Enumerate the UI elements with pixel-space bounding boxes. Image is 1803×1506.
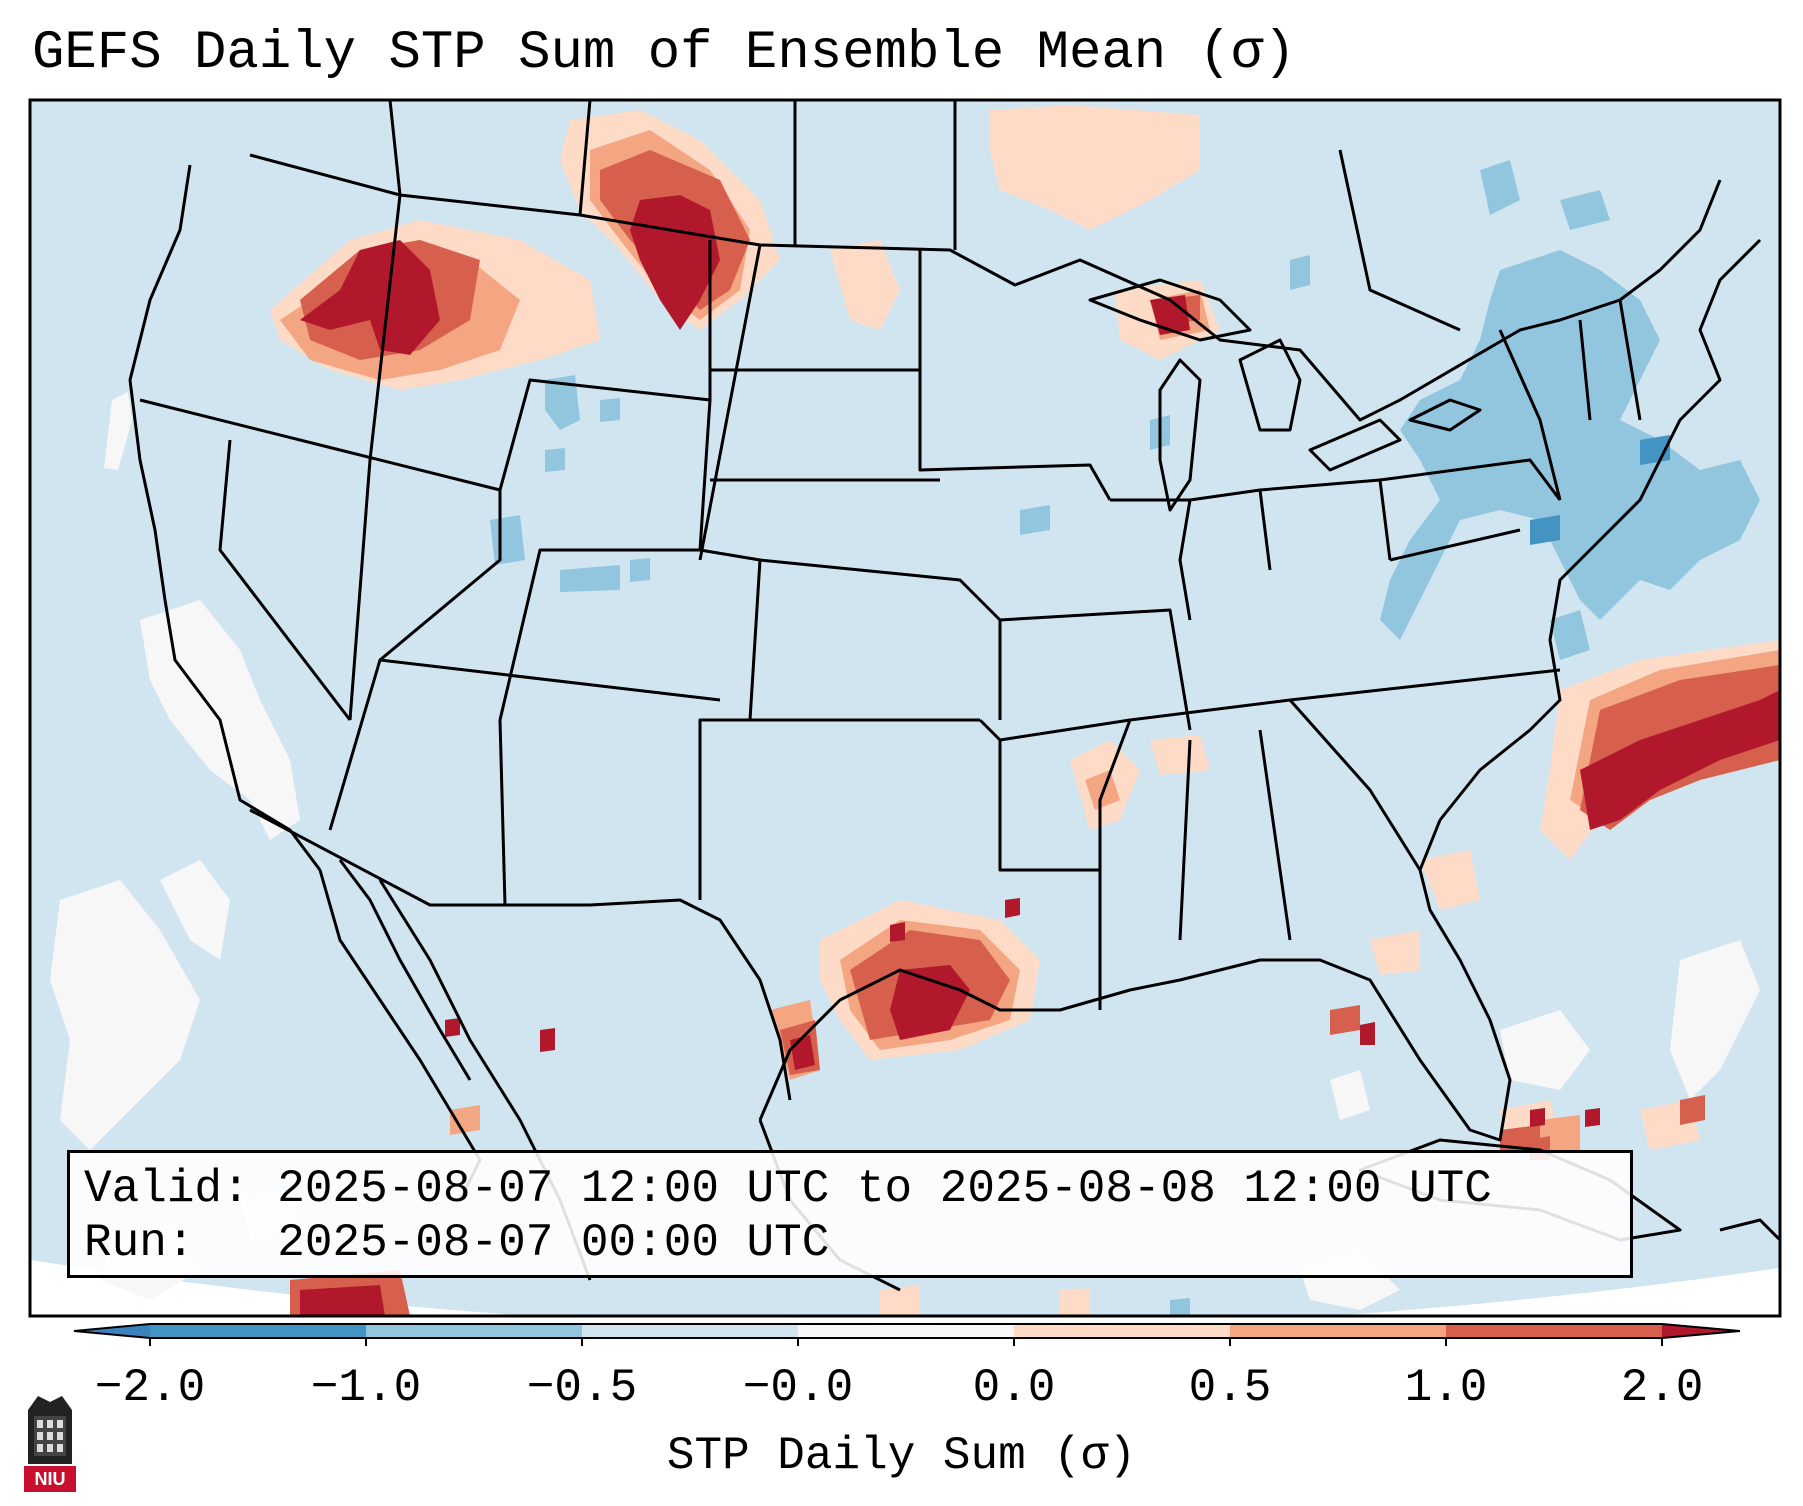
montana-maximum [630,195,720,330]
valid-value: 2025-08-07 12:00 UTC to 2025-08-08 12:00… [277,1163,1492,1215]
run-label: Run: [84,1217,195,1269]
colorbar-segment-7 [1446,1324,1662,1338]
colorbar-tick-label: 2.0 [1620,1362,1704,1414]
colorbar-label: STP Daily Sum (σ) [666,1430,1137,1482]
valid-line: Valid: 2025-08-07 12:00 UTC to 2025-08-0… [84,1163,1492,1215]
idaho-maximum [300,240,440,355]
map-frame [28,98,1782,1318]
boundaries [128,100,1780,1292]
colorbar-segment-4 [798,1324,1014,1338]
run-value: 2025-08-07 00:00 UTC [277,1217,830,1269]
colorbar-tick-label: −0.0 [742,1362,854,1414]
colorbar-segment-5 [1014,1324,1230,1338]
colorbar-tick-label: −2.0 [94,1362,206,1414]
colorbar-tick-label: −1.0 [310,1362,422,1414]
atlantic-maximum [1580,690,1780,830]
colorbar-tick-label: −0.5 [526,1362,638,1414]
colorbar-segment-6 [1230,1324,1446,1338]
colorbar-tick-label: 1.0 [1404,1362,1488,1414]
validity-info-box: Valid: 2025-08-07 12:00 UTC to 2025-08-0… [67,1150,1633,1278]
colorbar-tick-label: 0.5 [1188,1362,1272,1414]
colorbar-extend-low [74,1324,150,1338]
run-line: Run: 2025-08-07 00:00 UTC [84,1217,829,1269]
michigan-maximum [1150,295,1190,335]
logo-text: NIU [34,1469,66,1489]
valid-label: Valid: [84,1163,250,1215]
colorbar-segment-3 [582,1324,798,1338]
chart-title: GEFS Daily STP Sum of Ensemble Mean (σ) [32,23,1296,84]
niu-logo: NIU [22,1390,78,1494]
colorbar-extend-high [1662,1324,1740,1338]
maximum-positive-cells [300,195,1780,1316]
colorbar-tick-label: 0.0 [972,1362,1056,1414]
off-grid-area [30,1260,1780,1316]
colorbar-segment-1 [150,1324,366,1338]
texas-maximum [890,965,970,1040]
colorbar-segment-2 [366,1324,582,1338]
colorbar [73,1323,1741,1346]
